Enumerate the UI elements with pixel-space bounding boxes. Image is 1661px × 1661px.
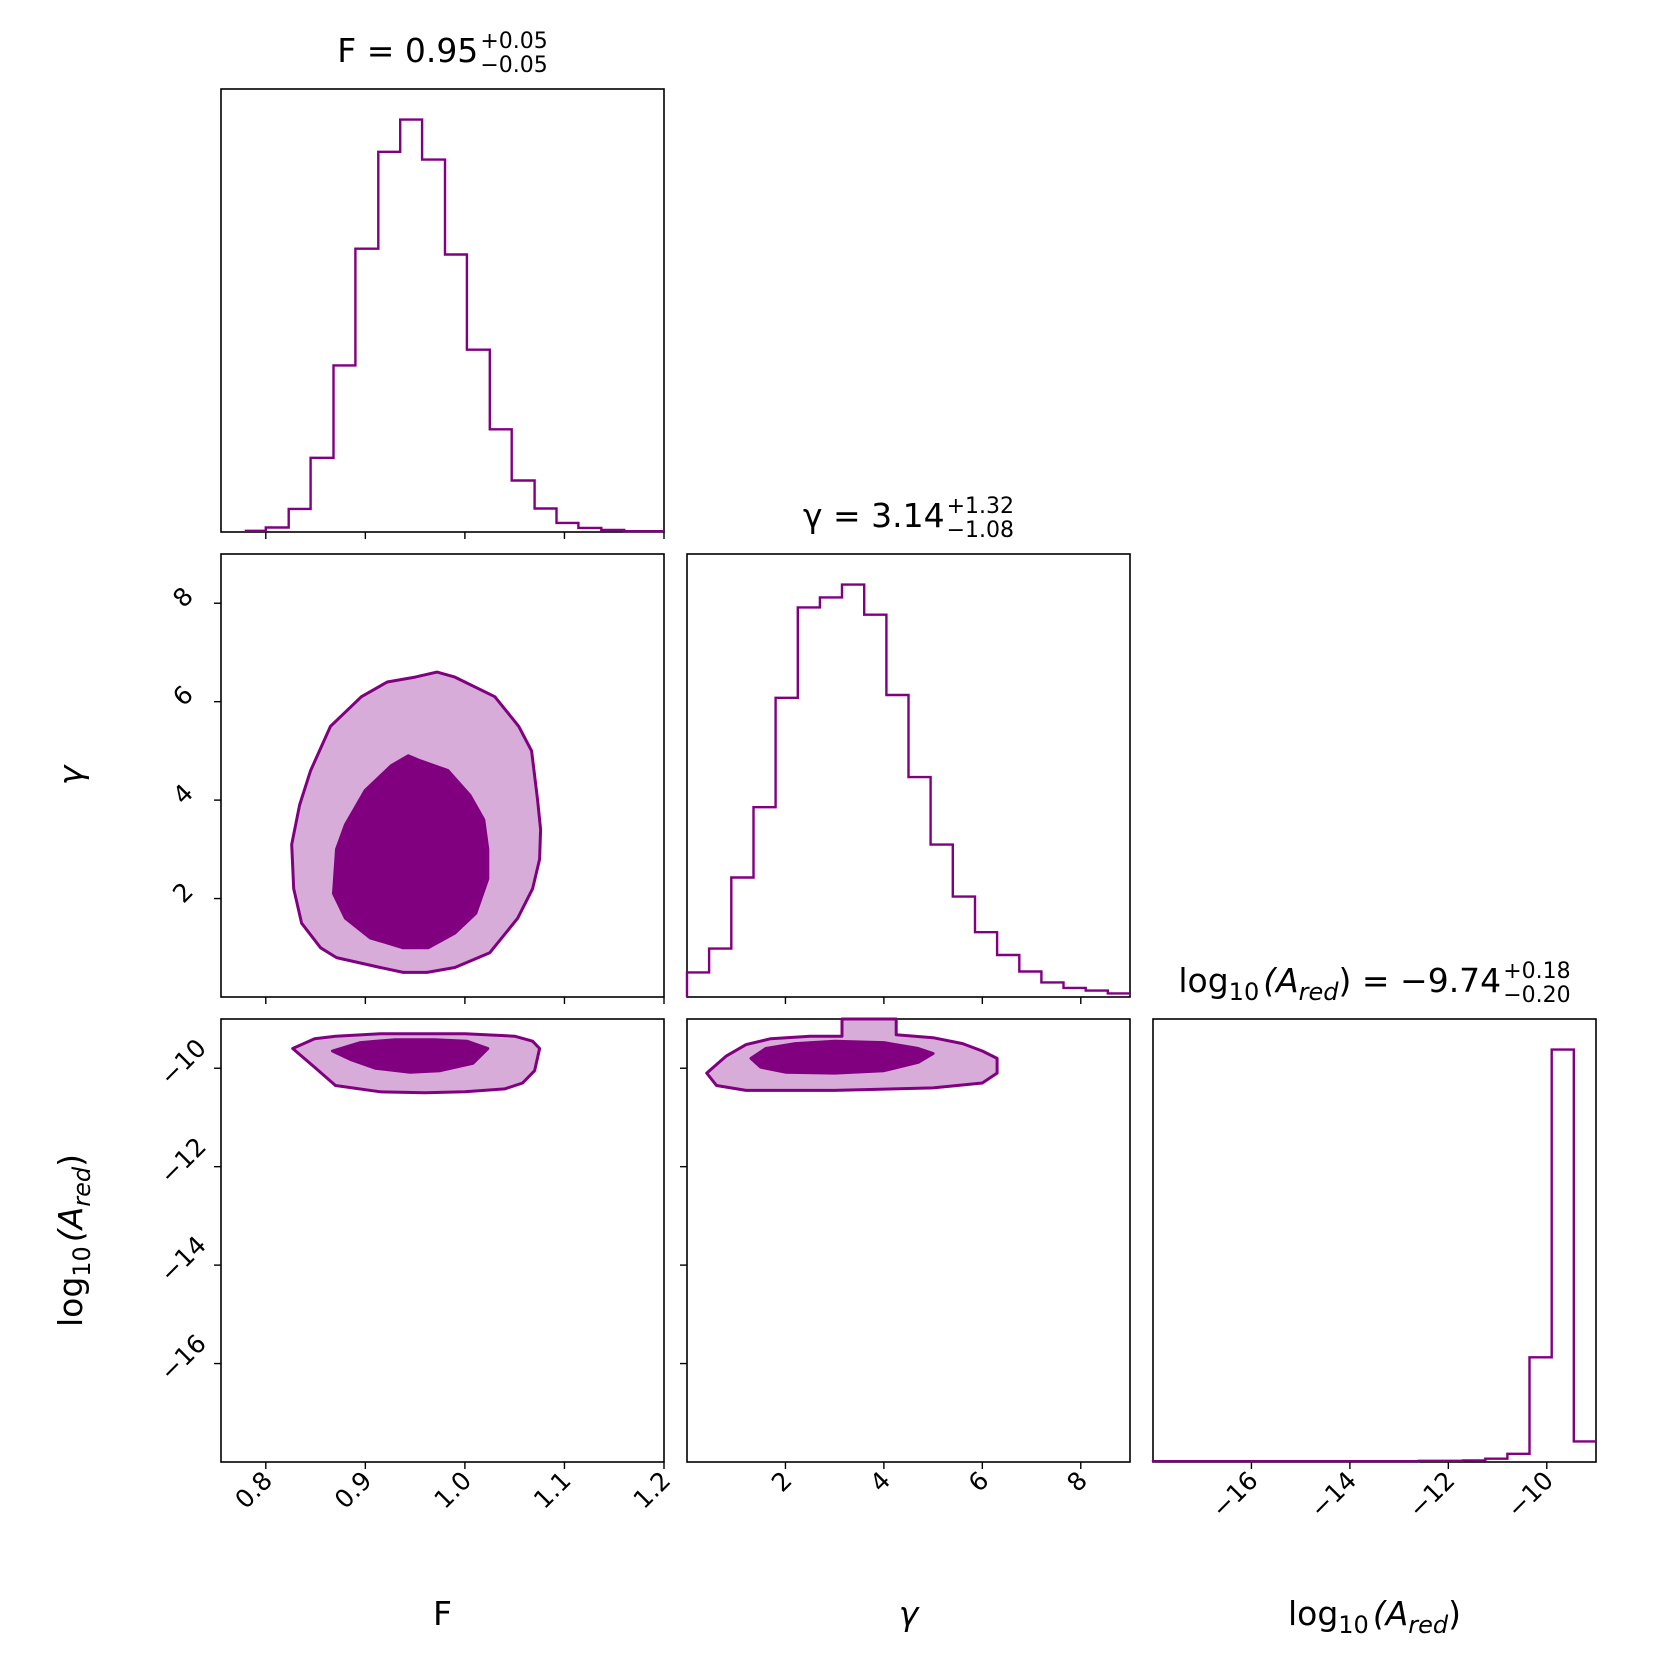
y-tick-label-gamma: 2: [167, 877, 199, 909]
x-axis-label-gamma: γ: [899, 1594, 920, 1633]
histogram-log10_A_red: [1151, 1048, 1596, 1463]
x-tick-label-F: 0.9: [329, 1466, 378, 1515]
y-axis-label-log10-A-red-post: ): [51, 1154, 90, 1167]
y-tick-label-gamma: 6: [167, 680, 199, 712]
title-sup-F: +0.05: [480, 29, 547, 54]
panel-frame-F-gamma: [220, 553, 665, 998]
title-prefix-log-pre: log: [1178, 961, 1228, 1000]
x-tick-label-gamma: 6: [963, 1466, 995, 1498]
title-text-gamma: γ = 3.14+1.32 −1.08: [803, 494, 1014, 543]
title-text-F: F = 0.95+0.05 −0.05: [337, 29, 548, 78]
contour-inner-logA_vs_F: [331, 1038, 490, 1074]
histogram-title-log10_A_red: log10 (Ared) = −9.74+0.18 −0.20: [1178, 959, 1570, 1008]
x-tick-label-log10_A_red: −12: [1403, 1466, 1461, 1524]
panel-frame-F-F: [220, 88, 665, 533]
title-prefix-F: F = 0.95: [337, 31, 478, 70]
x-tick-label-F: 0.8: [229, 1466, 278, 1515]
title-sub-log10_A_red: −0.20: [1503, 983, 1570, 1008]
x-axis-label-log10-A-red-pre: log: [1288, 1594, 1338, 1633]
histogram-F: [244, 118, 664, 533]
title-sup-log10_A_red: +0.18: [1503, 959, 1570, 984]
x-tick-label-log10_A_red: −16: [1206, 1466, 1264, 1524]
y-tick-label-log10_A_red: −10: [154, 1033, 212, 1091]
x-tick-label-log10_A_red: −14: [1304, 1466, 1362, 1524]
histogram-title-gamma: γ = 3.14+1.32 −1.08: [803, 494, 1014, 543]
x-axis-label-log10-A-red-mid: (A: [1373, 1594, 1408, 1633]
histogram-gamma: [685, 583, 1130, 997]
x-tick-label-F: 1.0: [429, 1466, 478, 1515]
y-axis-label-gamma: γ: [51, 764, 90, 785]
x-axis-label-log10-A-red-sub2: red: [1408, 1611, 1449, 1639]
contour-inner-logA_vs_gamma: [749, 1039, 935, 1075]
y-tick-label-gamma: 4: [167, 778, 199, 810]
title-prefix-log-sub2: red: [1299, 978, 1340, 1006]
x-tick-label-log10_A_red: −10: [1501, 1466, 1559, 1524]
x-axis-label-F: F: [433, 1594, 452, 1633]
y-axis-label-log10-A-red-sub2: red: [68, 1166, 96, 1207]
y-axis-label-log10-A-red-sub1: 10: [68, 1246, 96, 1277]
x-axis-label-log10-A-red: log10 (Ared): [1288, 1594, 1461, 1639]
title-prefix-gamma: γ = 3.14: [803, 496, 945, 535]
x-tick-label-gamma: 8: [1061, 1466, 1093, 1498]
x-tick-label-F: 1.2: [628, 1466, 677, 1515]
y-axis-label-log10-A-red: log10 (Ared): [51, 1154, 96, 1327]
y-tick-label-log10_A_red: −16: [154, 1329, 212, 1387]
title-sup-gamma: +1.32: [947, 494, 1014, 519]
title-prefix-log-sub1: 10: [1229, 978, 1260, 1006]
panel-frame-gamma-gamma: [686, 553, 1131, 998]
y-axis-label-log10-A-red-mid: (A: [51, 1207, 90, 1242]
histogram-title-F: F = 0.95+0.05 −0.05: [337, 29, 548, 78]
y-tick-label-log10_A_red: −12: [154, 1132, 212, 1190]
title-sub-F: −0.05: [480, 53, 547, 78]
title-text-log10_A_red: log10 (Ared) = −9.74+0.18 −0.20: [1178, 959, 1570, 1008]
x-tick-label-F: 1.1: [528, 1466, 577, 1515]
x-axis-label-log10-A-red-sub1: 10: [1338, 1611, 1369, 1639]
title-prefix-log-mid: (A: [1263, 961, 1298, 1000]
title-sub-gamma: −1.08: [947, 518, 1014, 543]
y-tick-label-gamma: 8: [167, 581, 199, 613]
panel-frame-F-log10_A_red: [220, 1018, 665, 1463]
x-tick-label-gamma: 2: [766, 1466, 798, 1498]
panel-frame-gamma-log10_A_red: [686, 1018, 1131, 1463]
y-axis-label-log10-A-red-pre: log: [51, 1277, 90, 1327]
contour-inner-gamma_vs_F: [332, 754, 490, 950]
title-prefix-log-post: ) = −9.74: [1339, 961, 1502, 1000]
x-axis-label-log10-A-red-post: ): [1448, 1594, 1461, 1633]
y-tick-label-log10_A_red: −14: [154, 1230, 212, 1288]
x-tick-label-gamma: 4: [864, 1466, 896, 1498]
